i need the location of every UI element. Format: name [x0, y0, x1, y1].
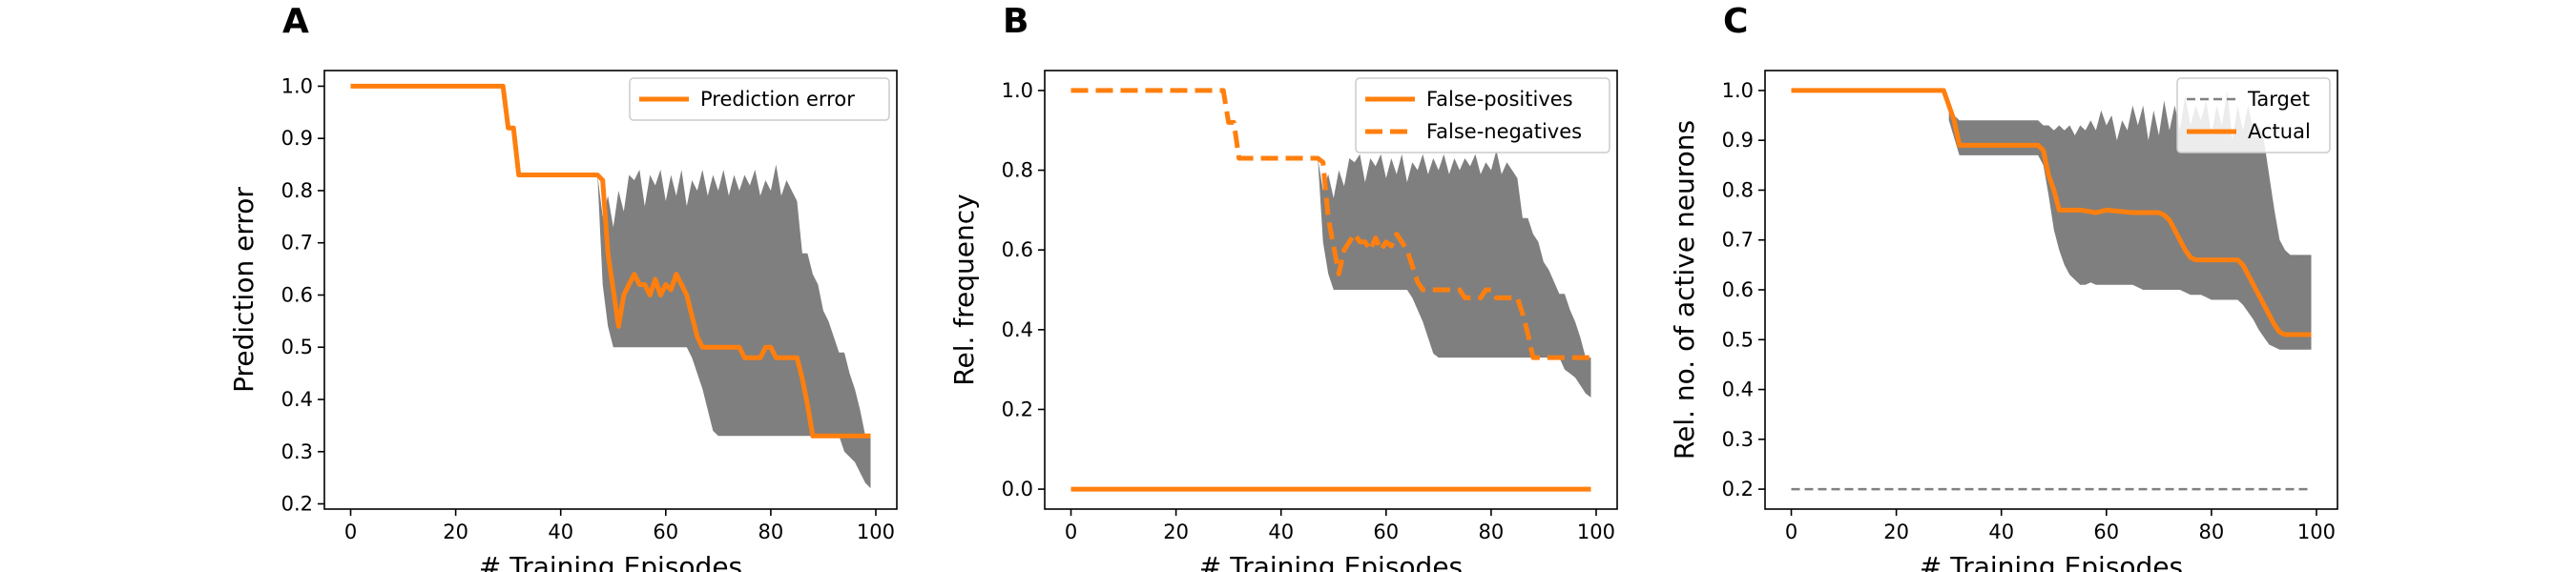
y-tick-label: 0.4 [1002, 318, 1033, 341]
x-tick-label: 60 [1373, 521, 1399, 543]
y-tick-label: 1.0 [1002, 79, 1033, 102]
y-tick-label: 0.7 [1722, 229, 1754, 252]
error-band [597, 164, 871, 489]
y-tick-label: 0.5 [1722, 328, 1754, 351]
legend-label: Target [2247, 88, 2310, 111]
legend-label: Actual [2248, 120, 2311, 143]
x-tick-label: 20 [443, 521, 468, 543]
x-tick-label: 40 [548, 521, 573, 543]
legend: Target Actual [2176, 77, 2331, 153]
chart-panel-b: 0 20 40 60 80 100 0.0 0.2 0.4 0.6 0.8 1.0 # Training… [948, 2, 1618, 572]
plot-frame [1044, 70, 1618, 510]
x-axis-label: # Training Episodes [1199, 551, 1463, 572]
panels: 0 20 40 60 80 100 0.2 0.3 0.4 0.5 0.6 0.7 0.8 0.9 1.0 #… [228, 2, 2338, 572]
x-tick-label: 100 [1577, 521, 1615, 543]
legend-label: Prediction error [700, 88, 855, 111]
x-tick-label: 0 [1065, 521, 1077, 543]
y-tick-label: 0.8 [1722, 178, 1754, 201]
x-tick-label: 0 [344, 521, 357, 543]
y-tick-label: 0.4 [1722, 378, 1754, 401]
y-tick-label: 0.8 [281, 179, 313, 202]
legend: False-positives False-negatives [1355, 77, 1610, 153]
x-axis-label: # Training Episodes [1920, 551, 2183, 572]
y-tick-label: 0.4 [281, 388, 313, 411]
x-axis-label: # Training Episodes [479, 551, 742, 572]
panel-letter: B [1003, 2, 1028, 41]
y-tick-label: 0.6 [281, 283, 313, 306]
error-band [1318, 150, 1591, 398]
y-tick-label: 0.3 [281, 440, 313, 463]
series-line-prediction-error [350, 83, 871, 439]
y-tick-label: 0.2 [1002, 398, 1033, 420]
x-tick-label: 80 [2199, 521, 2225, 543]
legend-label: False-positives [1426, 88, 1573, 111]
panel-letter: A [282, 2, 309, 41]
y-axis-label: Rel. frequency [948, 194, 980, 385]
legend-label: False-negatives [1426, 120, 1582, 143]
x-tick-label: 40 [1268, 521, 1294, 543]
y-axis-label: Prediction error [228, 187, 260, 393]
x-tick-label: 20 [1163, 521, 1189, 543]
x-tick-label: 60 [2093, 521, 2119, 543]
y-tick-label: 0.2 [281, 493, 313, 516]
y-tick-label: 0.9 [281, 127, 313, 150]
x-tick-label: 100 [857, 521, 895, 543]
x-tick-label: 60 [653, 521, 678, 543]
y-tick-label: 0.6 [1002, 238, 1033, 261]
y-tick-label: 0.3 [1722, 428, 1754, 451]
series-line-actual [1791, 88, 2312, 337]
chart-panel-c: 0 20 40 60 80 100 0.2 0.3 0.4 0.5 0.6 0.7 0.8 0.9 1.0 #… [1669, 2, 2338, 572]
legend-box [629, 77, 890, 121]
y-tick-label: 0.9 [1722, 129, 1754, 152]
y-tick-label: 0.2 [1722, 478, 1754, 500]
y-tick-label: 0.0 [1002, 478, 1033, 500]
x-tick-label: 100 [2297, 521, 2336, 543]
x-tick-label: 80 [1479, 521, 1505, 543]
y-tick-label: 0.5 [281, 336, 313, 358]
y-tick-label: 1.0 [1722, 79, 1754, 102]
x-tick-label: 20 [1883, 521, 1909, 543]
y-tick-label: 0.7 [281, 232, 313, 255]
x-tick-label: 40 [1988, 521, 2014, 543]
chart-panel-a: 0 20 40 60 80 100 0.2 0.3 0.4 0.5 0.6 0.7 0.8 0.9 1.0 #… [228, 2, 898, 572]
error-band [1948, 90, 2312, 350]
y-tick-label: 0.8 [1002, 159, 1033, 182]
series-line-false-negatives [1070, 88, 1591, 360]
y-tick-label: 1.0 [281, 74, 313, 97]
y-axis-label: Rel. no. of active neurons [1669, 120, 1700, 460]
x-tick-label: 0 [1785, 521, 1797, 543]
x-tick-label: 80 [758, 521, 784, 543]
legend-box [1355, 77, 1610, 153]
y-tick-label: 0.6 [1722, 278, 1754, 301]
panel-letter: C [1723, 2, 1748, 41]
legend: Prediction error [629, 77, 890, 121]
plot-frame [323, 70, 898, 510]
